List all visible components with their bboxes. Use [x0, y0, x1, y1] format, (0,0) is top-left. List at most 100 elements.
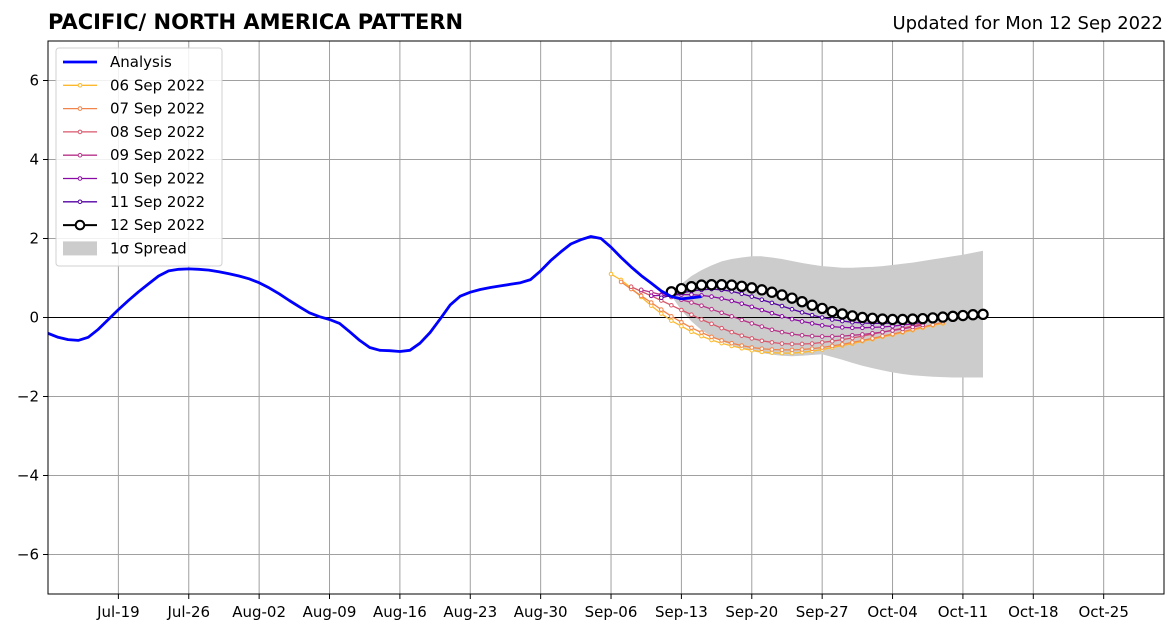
series-point — [789, 306, 795, 312]
series-point — [769, 340, 775, 345]
x-tick-label: Aug-09 — [303, 603, 357, 621]
series-point — [917, 312, 929, 325]
series-point — [699, 303, 704, 308]
legend-swatch-marker — [77, 152, 83, 158]
series-point — [789, 347, 795, 353]
series-point — [759, 307, 765, 313]
series-point — [685, 280, 698, 293]
series-point — [658, 295, 664, 301]
series-point — [819, 315, 825, 320]
legend-entry: 10 Sep 2022 — [63, 170, 205, 188]
series-point — [829, 324, 835, 329]
series-point — [739, 343, 745, 348]
series-point — [709, 334, 714, 340]
series-point — [699, 330, 704, 335]
series-point — [769, 300, 775, 306]
series-point — [860, 325, 865, 331]
series-point — [977, 308, 989, 321]
series-point — [749, 345, 755, 350]
analysis-line — [47, 235, 702, 353]
series-point — [860, 338, 865, 343]
series-point — [819, 323, 825, 328]
legend-entry: 09 Sep 2022 — [63, 146, 205, 164]
series-point — [819, 334, 825, 339]
series-point — [746, 282, 758, 294]
chart-subtitle: Updated for Mon 12 Sep 2022 — [892, 13, 1163, 34]
series-point — [839, 342, 845, 347]
x-axis-ticks: Jul-19 Jul-26 Aug-02 Aug-09 Aug-16 Aug-23 Aug-… — [96, 594, 1129, 621]
series-point — [860, 332, 865, 337]
series-point — [689, 300, 694, 305]
series-line — [610, 273, 943, 354]
series-point — [856, 311, 869, 324]
series-point — [799, 310, 805, 315]
series-point — [789, 331, 795, 337]
series-point — [826, 305, 838, 318]
series-point — [695, 279, 708, 291]
x-tick-label: Aug-23 — [443, 603, 497, 621]
series-point — [839, 318, 845, 324]
series-point — [836, 308, 848, 320]
legend-entry: 11 Sep 2022 — [63, 193, 205, 211]
series-point — [789, 341, 795, 347]
series-point — [759, 297, 765, 303]
series-point — [896, 313, 909, 326]
series-point — [699, 317, 704, 322]
series-point — [729, 298, 734, 304]
series-point — [759, 338, 765, 344]
series-point — [618, 279, 624, 285]
series-point — [839, 325, 845, 330]
y-tick-label: 2 — [29, 230, 39, 248]
x-tick-label: Sep-27 — [796, 603, 849, 621]
legend-label: 10 Sep 2022 — [110, 170, 205, 188]
series-point — [866, 312, 879, 324]
legend-box — [55, 47, 223, 267]
series-point — [957, 309, 969, 322]
series-point — [719, 325, 724, 331]
series-point — [870, 325, 875, 330]
legend-label: 07 Sep 2022 — [110, 100, 205, 118]
series-point — [967, 309, 979, 321]
x-tick-label: Jul-19 — [96, 603, 140, 621]
series-point — [689, 312, 694, 318]
x-tick-label: Sep-13 — [655, 603, 708, 621]
series-point — [829, 343, 835, 349]
series-point — [880, 329, 885, 335]
legend-label: 08 Sep 2022 — [110, 123, 205, 141]
series-point — [679, 319, 684, 325]
series-12-sep-2022 — [665, 279, 989, 326]
series-point — [799, 332, 805, 338]
legend-entry: 07 Sep 2022 — [63, 100, 205, 118]
series-point — [719, 338, 724, 343]
series-line — [651, 293, 923, 329]
series-point — [766, 286, 778, 298]
y-tick-label: −4 — [17, 467, 39, 485]
series-point — [729, 314, 734, 319]
series-point — [809, 341, 815, 346]
series-point — [769, 347, 775, 352]
series-point — [829, 338, 835, 344]
legend-swatch-marker — [74, 219, 86, 231]
series-point — [679, 307, 684, 313]
series-point — [906, 313, 919, 325]
legend-swatch-marker — [77, 83, 83, 88]
series-point — [749, 336, 755, 341]
series-point — [669, 302, 674, 308]
y-tick-label: −6 — [17, 546, 39, 564]
legend-label: 06 Sep 2022 — [110, 76, 205, 94]
legend-entry: 06 Sep 2022 — [63, 76, 205, 94]
series-point — [719, 296, 724, 301]
series-point — [886, 313, 899, 326]
series-point — [679, 323, 684, 329]
legend: Analysis 06 Sep 2022 07 Sep 2022 08 Sep 202… — [55, 47, 223, 267]
x-tick-label: Jul-26 — [166, 603, 210, 621]
series-point — [796, 296, 808, 308]
series-point — [799, 319, 805, 324]
series-point — [739, 301, 745, 306]
series-point — [669, 318, 674, 323]
series-point — [779, 341, 785, 346]
legend-label: 09 Sep 2022 — [110, 146, 205, 164]
series-point — [809, 346, 815, 352]
series-point — [870, 336, 875, 341]
